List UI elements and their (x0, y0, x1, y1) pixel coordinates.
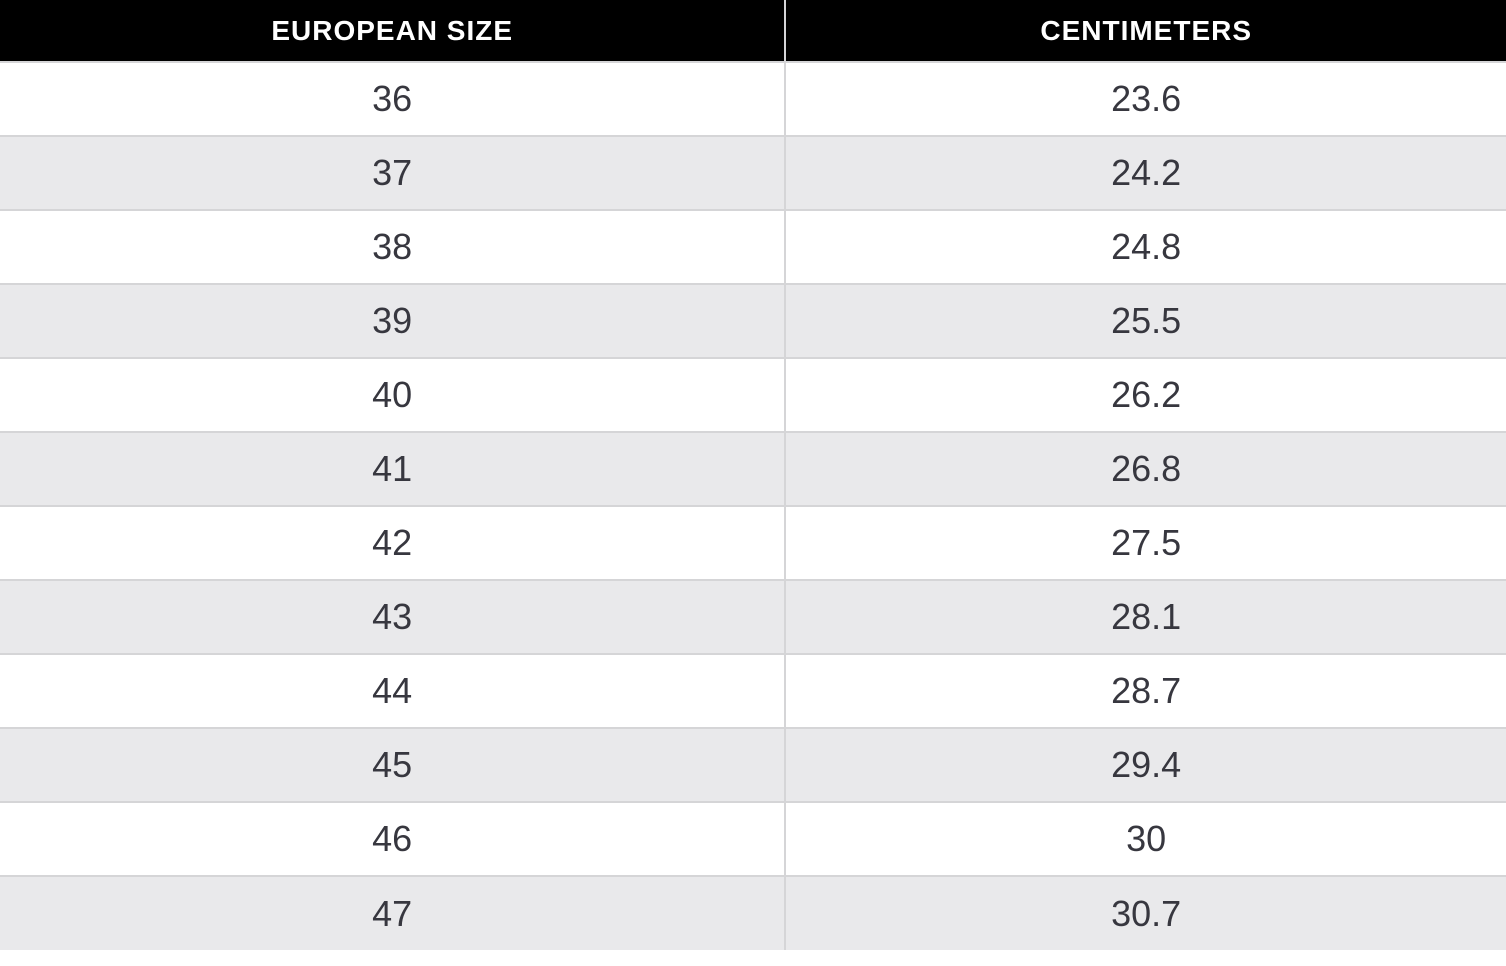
cell-centimeters: 23.6 (785, 61, 1506, 136)
cell-centimeters: 26.2 (785, 357, 1506, 432)
cell-european-size: 46 (0, 801, 787, 876)
table-row: 41 26.8 (0, 431, 1506, 506)
cell-european-size: 39 (0, 283, 787, 358)
cell-centimeters: 28.7 (785, 653, 1506, 728)
cell-european-size: 42 (0, 505, 787, 580)
table-row: 38 24.8 (0, 209, 1506, 284)
table-row: 42 27.5 (0, 505, 1506, 580)
cell-centimeters: 30 (785, 801, 1506, 876)
table-row: 46 30 (0, 801, 1506, 876)
table-row: 47 30.7 (0, 875, 1506, 950)
table-row: 45 29.4 (0, 727, 1506, 802)
cell-centimeters: 25.5 (785, 283, 1506, 358)
table-header-row: EUROPEAN SIZE CENTIMETERS (0, 0, 1506, 62)
table-body: 36 23.6 37 24.2 38 24.8 39 25.5 40 26.2 41 26.8 42 27… (0, 61, 1506, 950)
table-row: 44 28.7 (0, 653, 1506, 728)
table-row: 40 26.2 (0, 357, 1506, 432)
cell-centimeters: 29.4 (785, 727, 1506, 802)
cell-centimeters: 30.7 (785, 875, 1506, 950)
cell-european-size: 36 (0, 61, 787, 136)
cell-european-size: 40 (0, 357, 787, 432)
cell-centimeters: 24.2 (785, 135, 1506, 210)
cell-european-size: 44 (0, 653, 787, 728)
cell-european-size: 38 (0, 209, 787, 284)
cell-centimeters: 24.8 (785, 209, 1506, 284)
cell-centimeters: 27.5 (785, 505, 1506, 580)
cell-centimeters: 28.1 (785, 579, 1506, 654)
table-row: 36 23.6 (0, 61, 1506, 136)
cell-european-size: 37 (0, 135, 787, 210)
column-header-centimeters: CENTIMETERS (785, 0, 1506, 62)
column-header-european-size: EUROPEAN SIZE (0, 0, 787, 62)
table-row: 39 25.5 (0, 283, 1506, 358)
cell-european-size: 43 (0, 579, 787, 654)
cell-european-size: 41 (0, 431, 787, 506)
cell-european-size: 47 (0, 875, 787, 950)
cell-european-size: 45 (0, 727, 787, 802)
table-row: 37 24.2 (0, 135, 1506, 210)
table-row: 43 28.1 (0, 579, 1506, 654)
cell-centimeters: 26.8 (785, 431, 1506, 506)
